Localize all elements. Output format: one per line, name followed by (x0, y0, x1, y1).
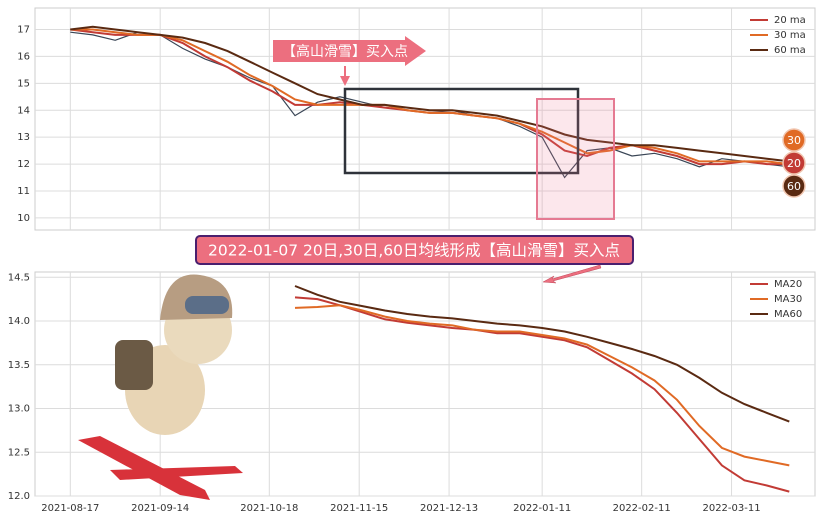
y-tick-label: 12.0 (8, 491, 30, 502)
y-tick-label: 17 (17, 25, 30, 36)
badge-label: 20 (787, 157, 801, 170)
y-tick-label: 14 (17, 105, 30, 116)
legend-label: 30 ma (774, 30, 806, 41)
y-tick-label: 16 (17, 51, 30, 62)
goggles (185, 296, 229, 314)
y-tick-label: 14.5 (8, 272, 30, 283)
y-tick-label: 11 (17, 186, 30, 197)
badge-label: 60 (787, 180, 801, 193)
ski (78, 436, 210, 500)
legend-label: MA30 (774, 294, 802, 305)
x-tick-label: 2021-08-17 (41, 503, 99, 514)
series-line (294, 304, 790, 467)
badge (782, 151, 806, 175)
annotation: 【高山滑雪】买入点 (282, 43, 408, 60)
skier-illustration (78, 274, 243, 500)
x-tick-label: 2021-12-13 (420, 503, 478, 514)
x-tick-label: 2021-11-15 (330, 503, 388, 514)
annotation-pointer (340, 66, 350, 86)
y-tick-label: 15 (17, 78, 30, 89)
badge-label: 30 (787, 134, 801, 147)
y-tick-label: 13.0 (8, 404, 30, 415)
x-tick-label: 2021-09-14 (131, 503, 189, 514)
annotation-arrow (273, 36, 426, 66)
badge (782, 128, 806, 152)
y-tick-label: 12.5 (8, 447, 30, 458)
series-line (294, 296, 790, 493)
highlight-box (536, 98, 615, 220)
legend-label: 60 ma (774, 45, 806, 56)
series-line (70, 25, 790, 163)
legend: 20 ma 30 ma 60 ma (750, 15, 806, 56)
y-tick-label: 13.5 (8, 360, 30, 371)
x-tick-label: 2022-01-11 (513, 503, 571, 514)
y-tick-label: 14.0 (8, 316, 30, 327)
highlight-box (343, 87, 580, 175)
y-tick-label: 13 (17, 132, 30, 143)
x-tick-label: 2021-10-18 (240, 503, 298, 514)
backpack (115, 340, 153, 390)
badge (782, 174, 806, 198)
top-panel (34, 7, 816, 231)
ski (110, 466, 243, 480)
annotation-box (195, 235, 634, 265)
legend-label: 20 ma (774, 15, 806, 26)
legend-label: MA20 (774, 279, 802, 290)
y-tick-label: 10 (17, 213, 30, 224)
series-line (70, 28, 790, 166)
legend: MA20 MA30 MA60 (750, 279, 802, 320)
x-tick-label: 2022-02-11 (613, 503, 671, 514)
series-line (294, 285, 790, 423)
annotation-pointer (542, 264, 602, 284)
x-tick-label: 2022-03-11 (702, 503, 760, 514)
annotation: 2022-01-07 20日,30日,60日均线形成【高山滑雪】买入点 (208, 242, 620, 260)
y-tick-label: 12 (17, 159, 30, 170)
legend-label: MA60 (774, 309, 802, 320)
